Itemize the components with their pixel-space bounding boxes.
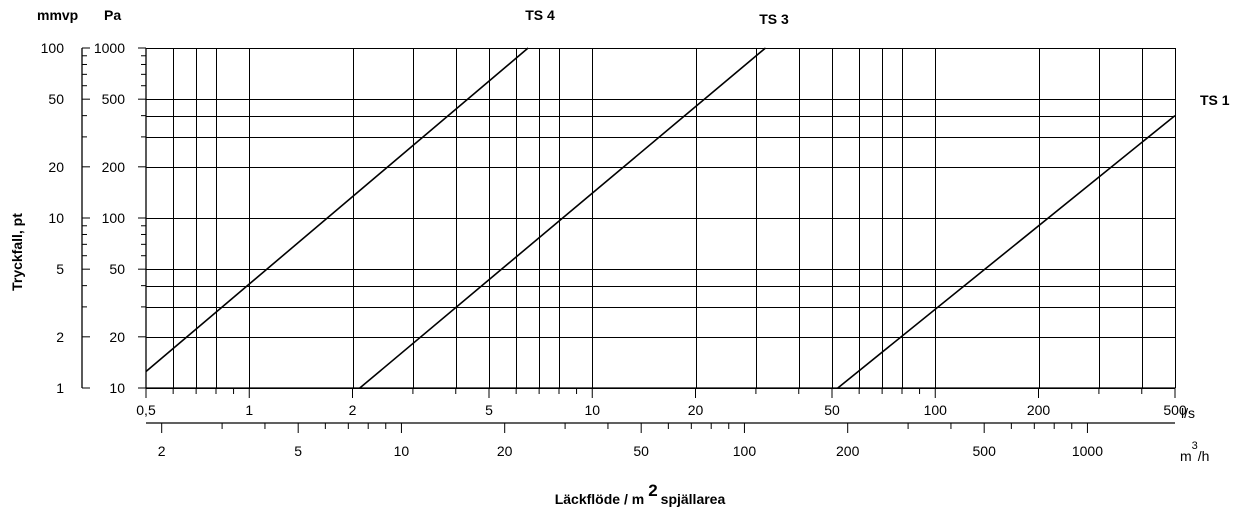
x2-tick-label: 100: [733, 443, 757, 459]
x-tick-label: 0,5: [136, 402, 156, 418]
series-line-ts-3: [359, 47, 767, 389]
x-tick-label: 1: [245, 402, 253, 418]
x2-tick-label: 10: [394, 443, 410, 459]
x2-unit-base: m: [1180, 448, 1192, 464]
y-mmvp-tick-label: 2: [56, 329, 64, 345]
series-label: TS 1: [1200, 92, 1230, 108]
x-tick-label: 200: [1027, 402, 1051, 418]
y-mmvp-tick-label: 1: [56, 380, 64, 396]
y-pa-tick-label: 500: [102, 91, 126, 107]
x2-unit-label: m3/h: [1180, 440, 1209, 464]
y-pa-tick-label: 200: [102, 159, 126, 175]
y-pa-tick-label: 100: [102, 210, 126, 226]
x2-unit-suffix: /h: [1198, 448, 1210, 464]
x2-tick-label: 2: [158, 443, 166, 459]
x2-tick-label: 500: [973, 443, 997, 459]
x2-tick-label: 20: [497, 443, 513, 459]
x2-tick-label: 200: [836, 443, 860, 459]
y-pa-unit: Pa: [104, 7, 121, 23]
y-mmvp-tick-label: 10: [48, 210, 64, 226]
x2-unit-superscript: 3: [1192, 440, 1198, 452]
y-mmvp-tick-label: 50: [48, 91, 64, 107]
axes: [81, 48, 1175, 424]
series-label: TS 3: [759, 11, 789, 27]
y-pa-tick-label: 10: [109, 380, 125, 396]
x-tick-label: 50: [824, 402, 840, 418]
y-pa-tick-label: 50: [109, 261, 125, 277]
x-axis-title-prefix: Läckflöde / m: [555, 491, 644, 507]
grid: [146, 48, 1176, 389]
x-axis-title: Läckflöde / m 2 spjällarea: [555, 481, 726, 507]
y-axis-title: Tryckfall, pt: [9, 213, 25, 291]
series-line-ts-4: [145, 47, 529, 373]
x2-tick-label: 1000: [1072, 443, 1103, 459]
x-tick-label: 100: [924, 402, 948, 418]
x2-tick-label: 5: [294, 443, 302, 459]
x-tick-label: 2: [349, 402, 357, 418]
y-mmvp-tick-label: 100: [41, 40, 65, 56]
x-tick-label: 5: [485, 402, 493, 418]
x-tick-label: 10: [584, 402, 600, 418]
series-label: TS 4: [525, 7, 555, 23]
x-axis-title-superscript: 2: [648, 481, 657, 500]
y-pa-tick-label: 1000: [94, 40, 125, 56]
y-mmvp-tick-label: 20: [48, 159, 64, 175]
series-lines: TS 4 TS 3 TS 1: [145, 7, 1230, 389]
y-mmvp-unit: mmvp: [37, 7, 78, 23]
x-unit-label: l/s: [1181, 405, 1195, 421]
x-tick-label: 500: [1163, 402, 1187, 418]
y-pa-tick-label: 20: [109, 329, 125, 345]
y-mmvp-tick-label: 5: [56, 261, 64, 277]
x-axis-title-suffix: spjällarea: [661, 491, 726, 507]
series-line-ts-1: [837, 114, 1176, 389]
x2-tick-label: 50: [633, 443, 649, 459]
ticks: 0,5 1 2 5 10 20 50 100 200 500 2 5 10 20 50 100 200 500 10…: [41, 40, 1187, 459]
x-tick-label: 20: [688, 402, 704, 418]
